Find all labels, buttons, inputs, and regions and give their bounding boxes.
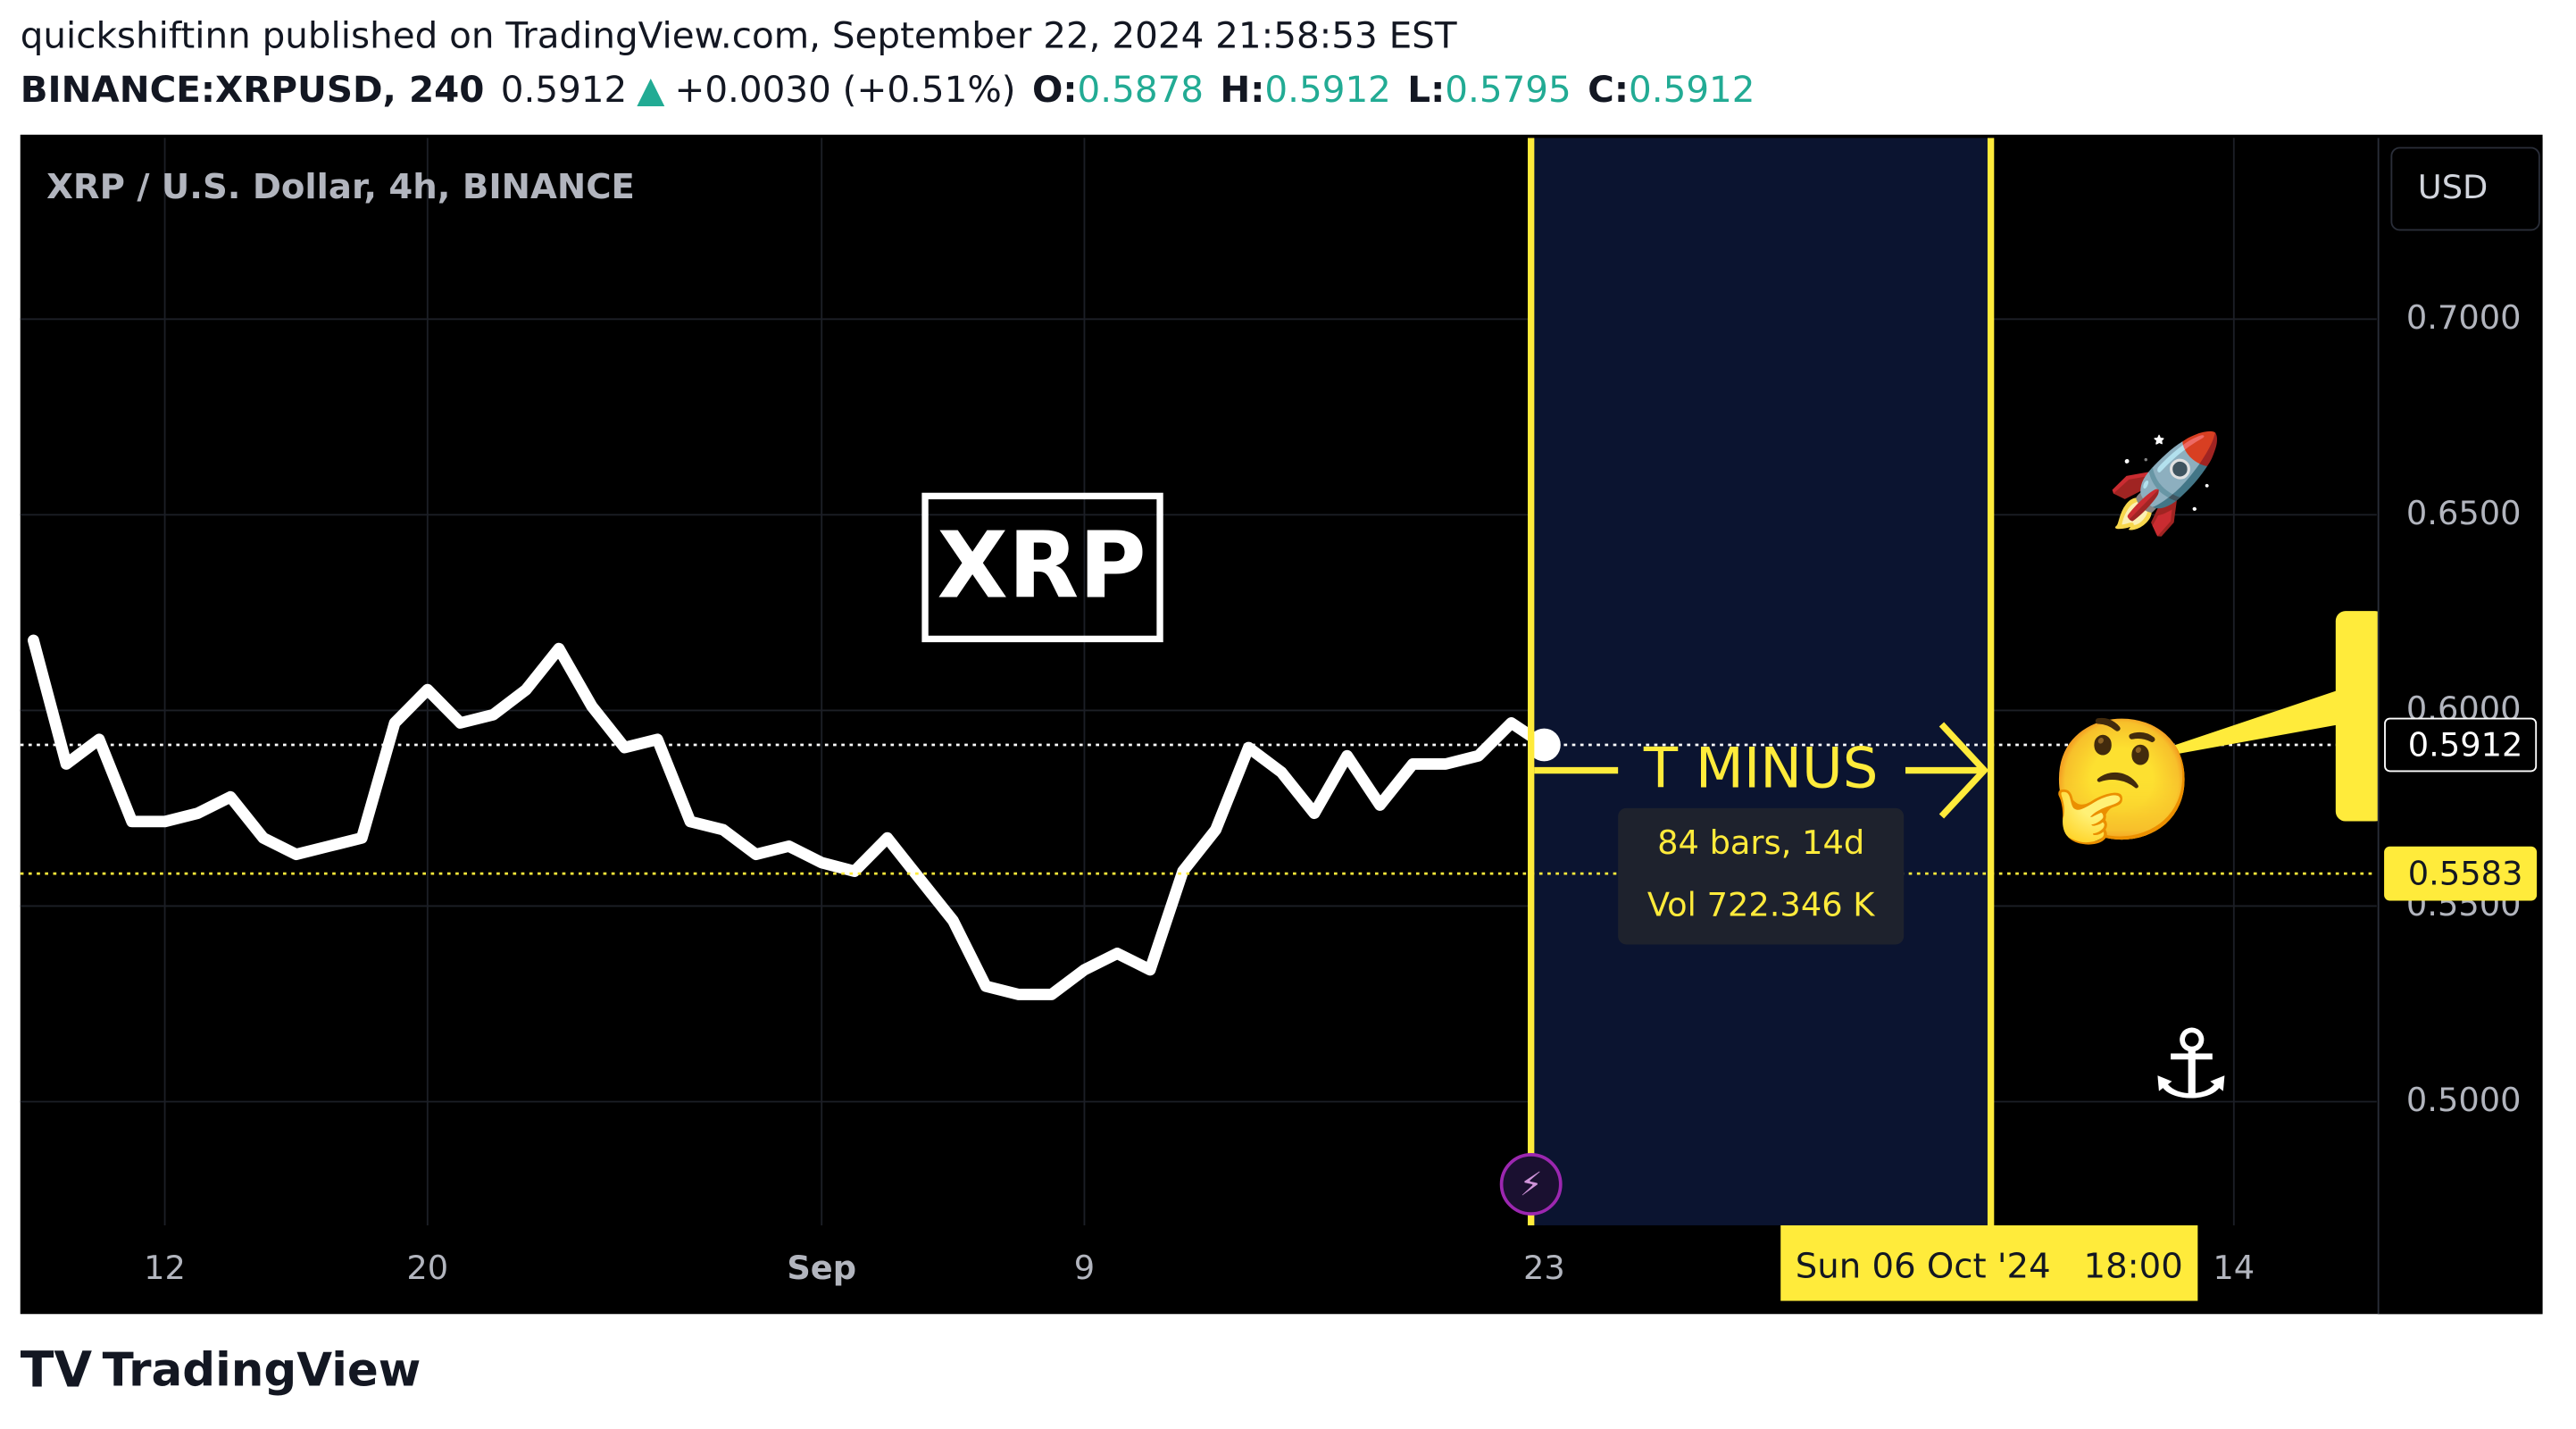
callout <box>2335 611 2386 822</box>
low-label: L: <box>1407 68 1445 111</box>
y-tick-label: 0.5000 <box>2406 1081 2522 1119</box>
chart-title: XRP / U.S. Dollar, 4h, BINANCE <box>46 167 635 207</box>
last-price: 0.5912 <box>501 68 628 111</box>
x-tick-label: 9 <box>1074 1249 1095 1287</box>
close: 0.5912 <box>1629 68 1755 111</box>
xrp-label: XRP <box>938 512 1146 619</box>
price-tag <box>2384 717 2538 773</box>
currency: USD <box>2418 168 2488 206</box>
callout-pointer <box>2168 686 2349 756</box>
y-tick-label: 0.6500 <box>2406 494 2522 532</box>
open-label: O: <box>1032 68 1078 111</box>
range-info-box <box>1618 807 1905 945</box>
x-tick-label: 20 <box>406 1249 448 1287</box>
chart-area <box>20 134 2543 1315</box>
plot <box>20 634 2377 1000</box>
x-tick-label: 14 <box>2213 1249 2255 1287</box>
date-label-box <box>1780 1224 2198 1301</box>
symbol-line: BINANCE:XRPUSD, 240 0.5912 ▲ +0.0030 (+0.51… <box>21 68 1755 111</box>
rocket-icon: 🚀 <box>2105 428 2224 539</box>
y-tick-label: 0.7000 <box>2406 298 2522 337</box>
xrp-box <box>921 492 1163 643</box>
range-label: T MINUS <box>1643 735 1879 800</box>
change: +0.0030 (+0.51%) <box>674 68 1015 111</box>
x-tick-label: 12 <box>144 1249 186 1287</box>
up-arrow: ▲ <box>637 68 664 111</box>
date-range-fill <box>1530 138 1991 1225</box>
symbol: BINANCE:XRPUSD, 240 <box>21 68 485 111</box>
x-tick-label: Sep <box>787 1249 856 1287</box>
range-volume: Vol 722.346 K <box>1647 886 1875 924</box>
publish-line: quickshiftinn published on TradingView.c… <box>21 13 1457 56</box>
price-line <box>28 634 1550 1000</box>
currency-button[interactable] <box>2390 146 2540 231</box>
brand-logo: 𝗧𝗩 <box>21 1342 93 1400</box>
alert-icon[interactable] <box>1499 1153 1563 1216</box>
thinking-icon: 🤔 <box>2048 712 2196 849</box>
date-label: Sun 06 Oct '24 18:00 <box>1796 1246 2183 1286</box>
price-tag <box>2384 846 2538 901</box>
brand: TradingView <box>103 1343 421 1397</box>
low: 0.5795 <box>1445 68 1571 111</box>
x-tick-label: 23 <box>1523 1249 1565 1287</box>
last-point <box>1528 728 1561 762</box>
close-label: C: <box>1588 68 1629 111</box>
range-arrowhead <box>1938 722 1989 819</box>
range-bars: 84 bars, 14d <box>1657 823 1864 862</box>
anchor-icon: ⚓ <box>2148 1009 2234 1120</box>
high: 0.5912 <box>1264 68 1391 111</box>
price-tag-label: 0.5912 <box>2408 725 2523 764</box>
price-tag-label: 0.5583 <box>2408 854 2523 892</box>
open: 0.5878 <box>1078 68 1205 111</box>
alert-symbol: ⚡ <box>1520 1165 1543 1203</box>
high-label: H: <box>1220 68 1264 111</box>
